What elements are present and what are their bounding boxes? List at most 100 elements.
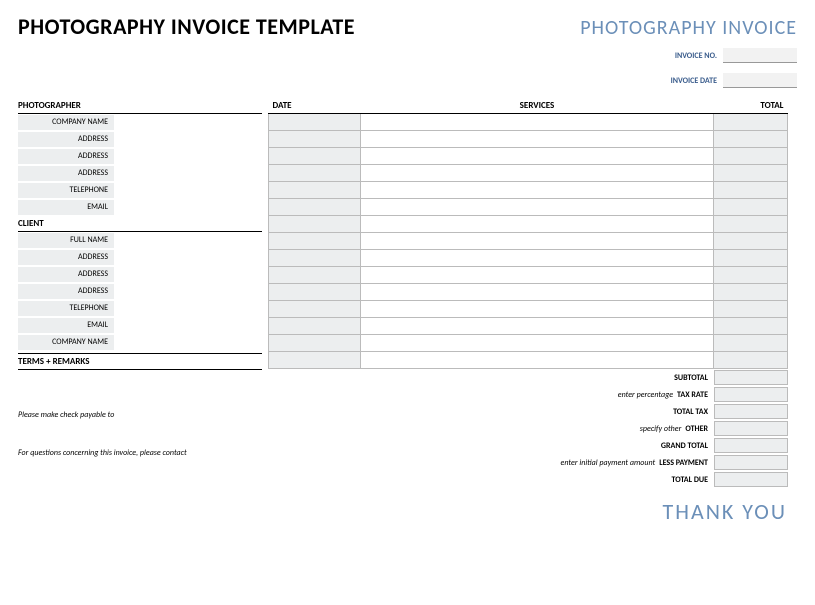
client-field-label: ADDRESS [18,284,114,299]
cell-total[interactable] [714,335,788,352]
cell-date[interactable] [269,182,361,199]
table-row [269,284,788,301]
table-row [269,250,788,267]
table-row [269,233,788,250]
cell-total[interactable] [714,165,788,182]
cell-total[interactable] [714,182,788,199]
totals-label: TAX RATE [677,390,714,400]
photographer-field-label: COMPANY NAME [18,115,114,130]
cell-services[interactable] [361,318,714,335]
page-title: PHOTOGRAPHY INVOICE TEMPLATE [18,14,355,40]
cell-date[interactable] [269,318,361,335]
cell-services[interactable] [361,267,714,284]
cell-total[interactable] [714,216,788,233]
questions-note: For questions concerning this invoice, p… [18,448,262,458]
cell-date[interactable] [269,216,361,233]
cell-services[interactable] [361,165,714,182]
cell-services[interactable] [361,250,714,267]
cell-date[interactable] [269,267,361,284]
totals-label: TOTAL TAX [673,407,714,417]
client-field-label: ADDRESS [18,250,114,265]
cell-date[interactable] [269,148,361,165]
table-row [269,267,788,284]
photographer-field-label: ADDRESS [18,149,114,164]
photographer-field-label: ADDRESS [18,166,114,181]
client-field-label: TELEPHONE [18,301,114,316]
cell-services[interactable] [361,233,714,250]
client-field-label: FULL NAME [18,233,114,248]
photographer-field-input[interactable] [120,183,262,198]
client-heading: CLIENT [18,216,262,232]
totals-value[interactable] [714,370,788,385]
cell-date[interactable] [269,131,361,148]
cell-total[interactable] [714,318,788,335]
cell-date[interactable] [269,250,361,267]
cell-services[interactable] [361,284,714,301]
cell-total[interactable] [714,284,788,301]
table-row [269,114,788,131]
photographer-field-input[interactable] [120,200,262,215]
photographer-field-input[interactable] [120,149,262,164]
totals-hint: enter initial payment amount [561,458,660,468]
photographer-field-label: EMAIL [18,200,114,215]
client-field-input[interactable] [120,335,262,350]
cell-services[interactable] [361,148,714,165]
totals-value[interactable] [714,438,788,453]
totals-value[interactable] [714,421,788,436]
cell-services[interactable] [361,182,714,199]
services-table: DATE SERVICES TOTAL [268,98,788,369]
client-field-input[interactable] [120,267,262,282]
cell-date[interactable] [269,199,361,216]
cell-services[interactable] [361,352,714,369]
cell-total[interactable] [714,114,788,131]
cell-date[interactable] [269,335,361,352]
table-row [269,131,788,148]
cell-date[interactable] [269,284,361,301]
cell-total[interactable] [714,148,788,165]
cell-total[interactable] [714,131,788,148]
cell-total[interactable] [714,233,788,250]
photographer-field-input[interactable] [120,166,262,181]
cell-total[interactable] [714,301,788,318]
cell-services[interactable] [361,131,714,148]
table-row [269,318,788,335]
col-total-header: TOTAL [714,98,788,114]
client-field-label: ADDRESS [18,267,114,282]
totals-value[interactable] [714,455,788,470]
client-field-input[interactable] [120,233,262,248]
photographer-field-input[interactable] [120,132,262,147]
col-date-header: DATE [269,98,361,114]
photographer-heading: PHOTOGRAPHER [18,98,262,114]
cell-services[interactable] [361,199,714,216]
totals-hint: specify other [640,424,686,434]
photographer-field-label: TELEPHONE [18,183,114,198]
client-field-input[interactable] [120,301,262,316]
client-field-input[interactable] [120,250,262,265]
totals-value[interactable] [714,404,788,419]
totals-value[interactable] [714,472,788,487]
cell-date[interactable] [269,114,361,131]
cell-date[interactable] [269,165,361,182]
cell-date[interactable] [269,352,361,369]
table-row [269,165,788,182]
photographer-field-label: ADDRESS [18,132,114,147]
totals-value[interactable] [714,387,788,402]
cell-services[interactable] [361,216,714,233]
cell-date[interactable] [269,233,361,250]
photographer-field-input[interactable] [120,115,262,130]
invoice-no-field[interactable] [723,48,797,63]
cell-total[interactable] [714,352,788,369]
cell-services[interactable] [361,335,714,352]
cell-services[interactable] [361,301,714,318]
cell-services[interactable] [361,114,714,131]
totals-label: GRAND TOTAL [661,441,714,451]
client-field-input[interactable] [120,318,262,333]
invoice-date-label: INVOICE DATE [671,76,723,86]
invoice-date-field[interactable] [723,73,797,88]
table-row [269,301,788,318]
cell-total[interactable] [714,267,788,284]
cell-date[interactable] [269,301,361,318]
cell-total[interactable] [714,199,788,216]
cell-total[interactable] [714,250,788,267]
client-field-input[interactable] [120,284,262,299]
